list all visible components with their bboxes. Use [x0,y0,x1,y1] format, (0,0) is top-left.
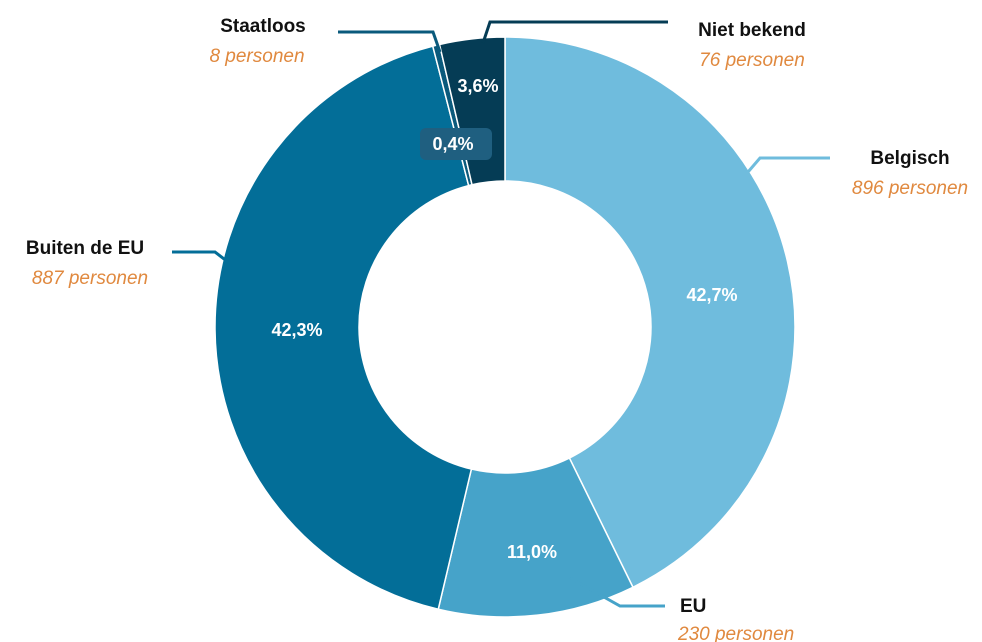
category-name-niet-bekend: Niet bekend [698,20,806,41]
donut-slices [214,36,796,618]
category-name-buiten-de-eu: Buiten de EU [26,238,144,259]
category-labels: Belgisch 896 personen EU 230 personen Buiten… [26,16,968,642]
percent-label-belgisch: 42,7% [686,285,737,305]
category-count-niet-bekend: 76 personen [699,50,805,71]
connector-staatloos [338,30,442,53]
percent-label-box-staatloos [420,128,492,160]
label-connectors [172,20,830,608]
percent-label-niet-bekend: 3,6% [457,76,498,96]
connector-buiten-de-eu [172,250,229,264]
slice-buiten-de-eu [214,45,473,611]
slice-belgisch [504,36,796,589]
connector-niet-bekend [481,20,668,44]
slice-eu [437,457,634,618]
category-name-belgisch: Belgisch [870,148,949,169]
category-name-staatloos: Staatloos [220,16,306,37]
category-count-staatloos: 8 personen [209,46,304,67]
category-count-belgisch: 896 personen [852,178,968,199]
percent-labels: 42,7% 11,0% 42,3% 0,4% 3,6% [271,76,737,562]
connector-belgisch [746,156,830,173]
category-count-eu: 230 personen [677,624,794,642]
category-count-buiten-de-eu: 887 personen [32,268,148,289]
category-name-eu: EU [680,596,706,617]
percent-label-buiten-de-eu: 42,3% [271,320,322,340]
percent-label-eu: 11,0% [507,542,557,562]
connector-eu [569,576,665,608]
percent-label-staatloos: 0,4% [432,134,473,154]
